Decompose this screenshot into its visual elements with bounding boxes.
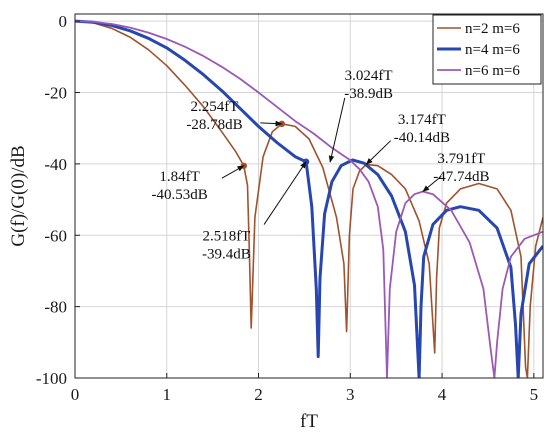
x-tick-label: 3 xyxy=(346,385,355,404)
series-line-2 xyxy=(75,19,543,378)
annotation-label: 3.174fT xyxy=(398,112,446,128)
y-axis-label: G(f)/G(0)/dB xyxy=(8,145,29,246)
x-tick-label: 4 xyxy=(438,385,447,404)
y-tick-label: -20 xyxy=(44,84,67,103)
series-line-3 xyxy=(75,20,543,378)
annotation-label: 2.254fT xyxy=(191,99,239,115)
annotation-arrow xyxy=(328,97,346,163)
x-tick-label: 1 xyxy=(163,385,172,404)
annotation-arrow xyxy=(263,161,307,225)
annotation-arrow xyxy=(365,140,392,165)
legend-entry: n=4 m=6 xyxy=(465,42,520,58)
annotation-label: 2.518fT xyxy=(202,229,250,245)
tick-labels: 0 1 2 3 4 5 0 -20 -40 -60 -80 -100 xyxy=(36,12,538,404)
annotation-label: -38.9dB xyxy=(344,86,393,102)
y-tick-label: 0 xyxy=(59,12,68,31)
series-line-1 xyxy=(75,20,543,378)
y-tick-label: -80 xyxy=(44,298,67,317)
annotation-label: 3.791fT xyxy=(437,151,485,167)
y-tick-label: -60 xyxy=(44,226,67,245)
legend-entry: n=2 m=6 xyxy=(465,21,520,37)
annotation-label: -39.4dB xyxy=(202,247,251,263)
legend-entry: n=6 m=6 xyxy=(465,63,520,79)
annotation-label: -28.78dB xyxy=(186,117,242,133)
y-tick-label: -40 xyxy=(44,155,67,174)
annotations: 2.254fT -28.78dB 1.84fT -40.53dB 2.518fT -39.… xyxy=(151,68,489,263)
annotation-arrow xyxy=(260,120,283,127)
series-group xyxy=(75,19,543,378)
annotation-label: 3.024fT xyxy=(345,68,393,84)
annotation-arrow xyxy=(221,165,245,179)
annotation-label: -47.74dB xyxy=(433,169,489,185)
x-tick-label: 5 xyxy=(530,385,539,404)
x-tick-label: 0 xyxy=(71,385,80,404)
annotation-label: 1.84fT xyxy=(159,169,199,185)
annotation-label: -40.14dB xyxy=(394,130,450,146)
annotation-label: -40.53dB xyxy=(151,187,207,203)
x-tick-label: 2 xyxy=(254,385,263,404)
x-axis-label: fT xyxy=(300,411,318,432)
annotation-arrow xyxy=(422,175,442,192)
legend: n=2 m=6 n=4 m=6 n=6 m=6 xyxy=(432,14,542,85)
plot-frame xyxy=(74,13,544,379)
y-tick-label: -100 xyxy=(36,369,67,388)
